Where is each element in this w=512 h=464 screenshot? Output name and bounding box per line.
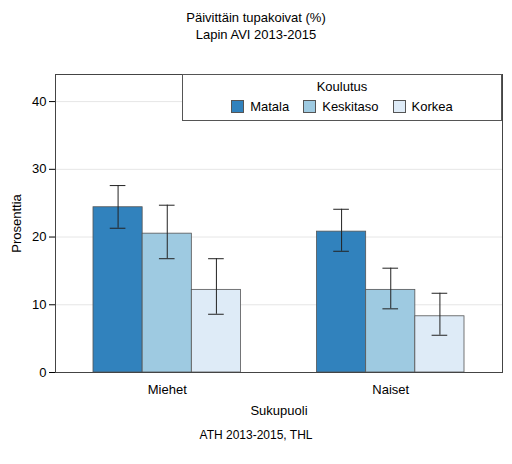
svg-text:0: 0 (39, 365, 46, 380)
svg-text:Miehet: Miehet (148, 382, 187, 397)
svg-text:Naiset: Naiset (372, 382, 409, 397)
svg-text:40: 40 (32, 94, 46, 109)
svg-text:Sukupuoli: Sukupuoli (250, 403, 307, 418)
svg-text:20: 20 (32, 229, 46, 244)
html-text:Keskitaso: Keskitaso (322, 99, 379, 114)
svg-text:Prosenttia: Prosenttia (9, 193, 24, 252)
html-text:Lapin AVI 2013-2015: Lapin AVI 2013-2015 (195, 27, 317, 42)
html-text:Päivittäin tupakoivat (%): Päivittäin tupakoivat (%) (186, 10, 326, 25)
html-text:Koulutus: Koulutus (316, 79, 368, 94)
html-text:Korkea: Korkea (411, 99, 453, 114)
svg-text:30: 30 (32, 161, 46, 176)
html-text:Matala: Matala (250, 99, 290, 114)
svg-text:10: 10 (32, 297, 46, 312)
html-text:ATH 2013-2015, THL: ATH 2013-2015, THL (199, 428, 313, 442)
